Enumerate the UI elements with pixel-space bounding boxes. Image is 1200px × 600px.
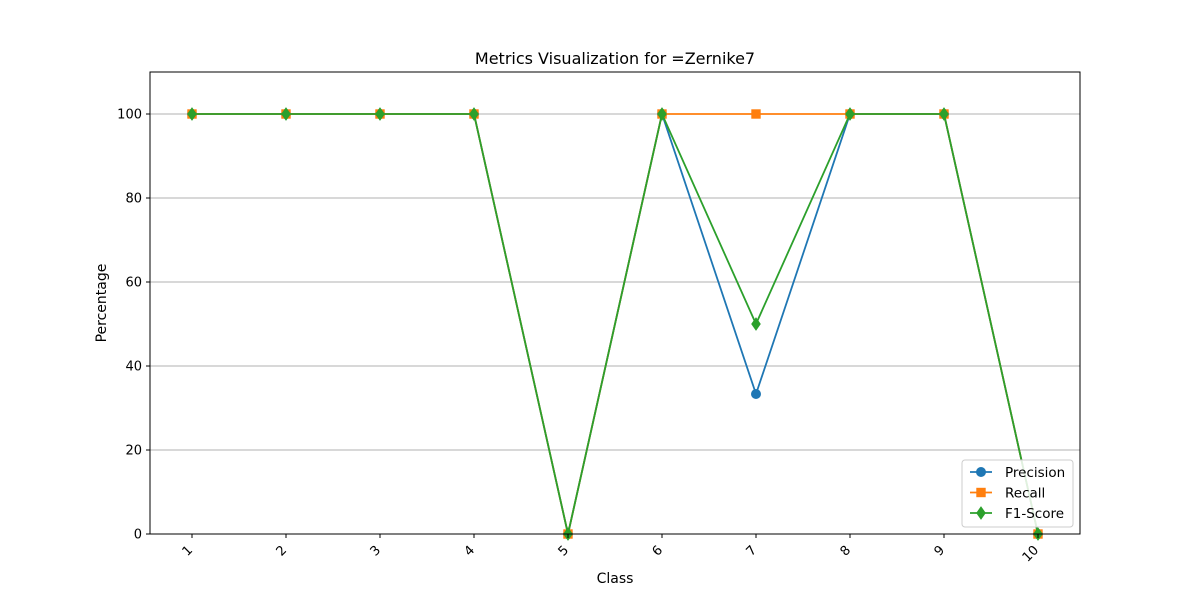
data-point-f1-score — [281, 107, 291, 121]
x-axis-title: Class — [597, 571, 634, 587]
legend-marker — [976, 467, 986, 477]
grid-lines — [150, 113, 1080, 451]
y-tick-label: 0 — [134, 528, 142, 543]
data-point-f1-score — [845, 107, 855, 121]
data-point-f1-score — [469, 107, 479, 121]
data-point-f1-score — [751, 317, 761, 331]
legend-box — [961, 459, 1074, 528]
legend: Precision Recall F1-Score — [961, 459, 1074, 528]
data-point-recall — [751, 109, 761, 119]
legend-label: Recall — [1005, 486, 1045, 502]
y-tick-label: 100 — [117, 108, 142, 123]
legend-marker — [976, 506, 986, 520]
legend-marker — [976, 487, 986, 498]
y-tick-label: 20 — [125, 444, 142, 459]
plot-frame — [149, 71, 1081, 535]
legend-item-f1-score: F1-Score — [970, 506, 1064, 522]
data-point-f1-score — [187, 107, 197, 121]
legend-item-precision: Precision — [970, 465, 1065, 481]
y-tick-label: 40 — [125, 360, 142, 375]
series-line-f1-score — [192, 113, 1039, 535]
series-f1-score — [187, 107, 1043, 541]
legend-label: Precision — [1005, 465, 1065, 481]
data-point-f1-score — [657, 107, 667, 121]
data-point-f1-score — [939, 107, 949, 121]
y-axis-title: Percentage — [94, 264, 110, 343]
data-point-f1-score — [375, 107, 385, 121]
legend-label: F1-Score — [1005, 506, 1064, 522]
y-tick-label: 60 — [125, 276, 142, 291]
y-tick-label: 80 — [125, 192, 142, 207]
data-point-precision — [751, 389, 761, 400]
legend-item-recall: Recall — [970, 486, 1045, 502]
chart-title: Metrics Visualization for =Zernike7 — [475, 49, 755, 68]
